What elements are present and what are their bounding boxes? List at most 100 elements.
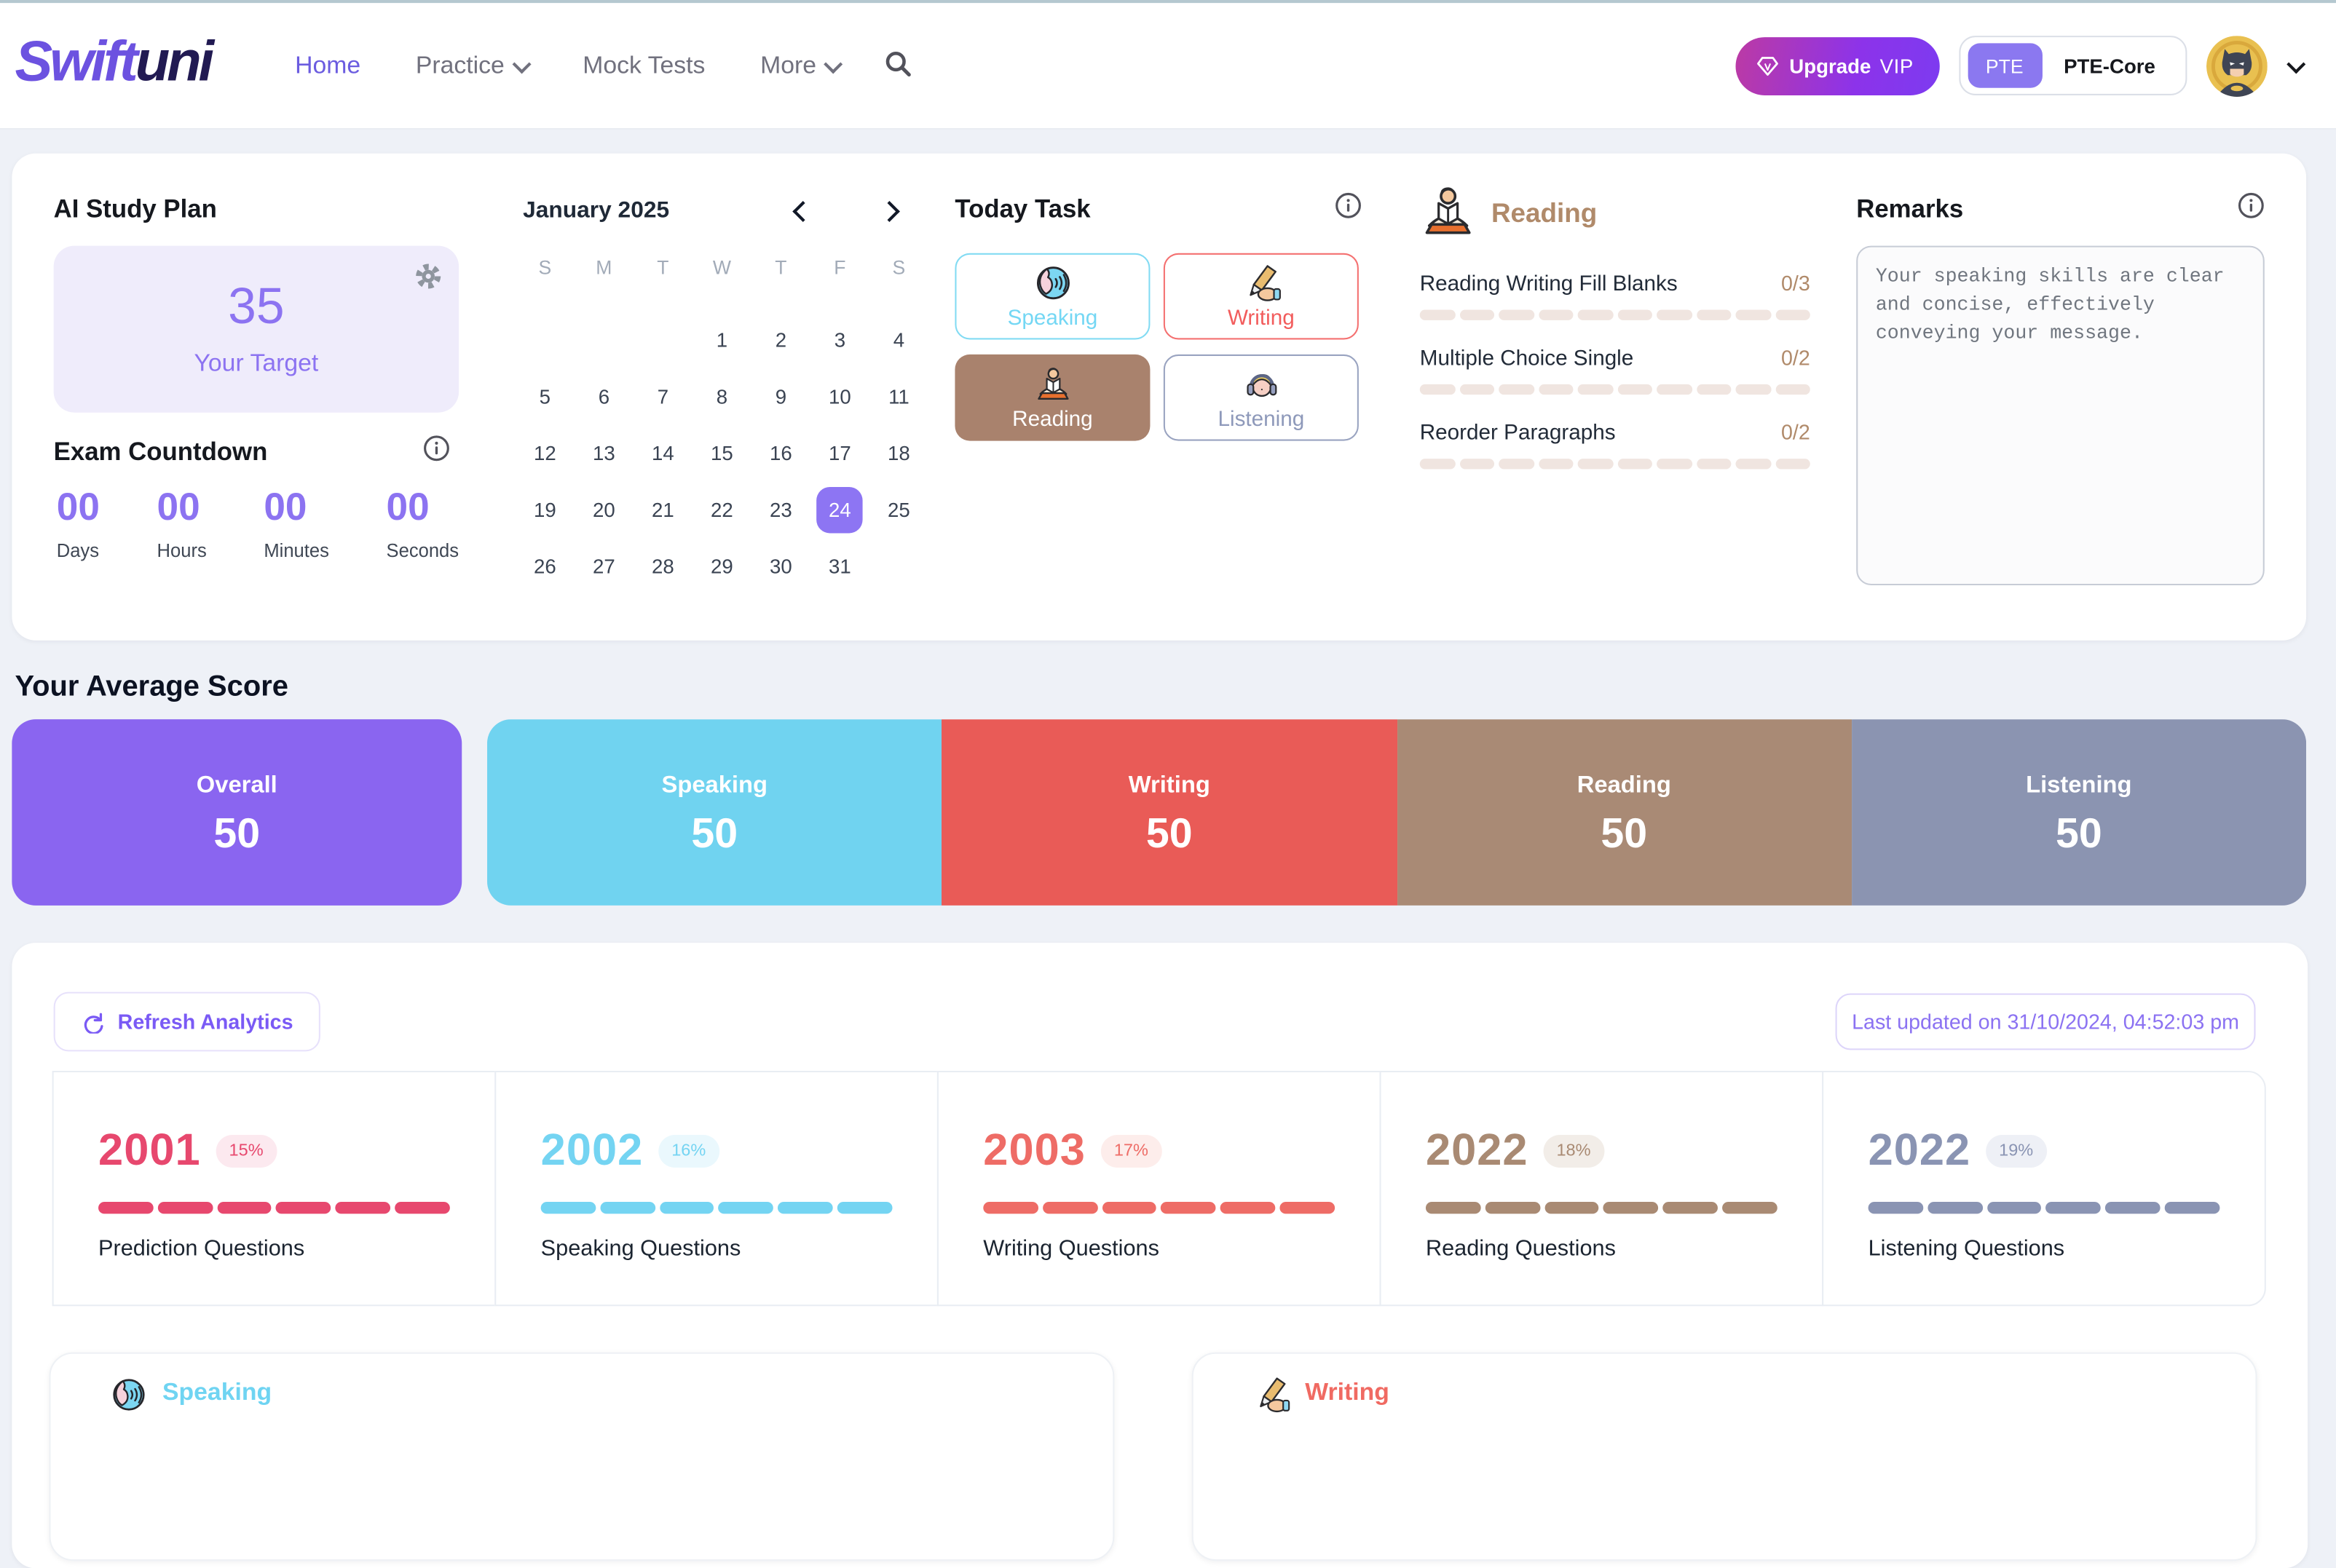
calendar-day[interactable]: 1 — [716, 328, 728, 351]
reading-task-label: Multiple Choice Single — [1419, 347, 1634, 371]
calendar-day[interactable]: 24 — [816, 486, 864, 533]
calendar-day[interactable]: 4 — [893, 328, 905, 351]
reading-task-item[interactable]: Multiple Choice Single 0/2 — [1419, 345, 1810, 395]
remarks-info-icon[interactable] — [2238, 192, 2265, 219]
stat-label: Reading Questions — [1425, 1236, 1616, 1262]
calendar-cell: 11 — [869, 368, 928, 424]
calendar-day[interactable]: 31 — [829, 555, 851, 577]
today-task-info-icon[interactable] — [1335, 192, 1362, 219]
search-icon[interactable] — [883, 50, 913, 79]
calendar-cell: 12 — [516, 424, 575, 481]
calendar-cell: 19 — [516, 481, 575, 538]
weekday-label: S — [538, 255, 552, 278]
score-label: Writing — [1128, 772, 1210, 799]
calendar-day[interactable]: 2 — [775, 328, 787, 351]
calendar-day[interactable]: 28 — [652, 555, 674, 577]
calendar-grid: 1 2 3 4 5 — [516, 312, 928, 595]
stat-card[interactable]: 2003 17% Writing Questions — [936, 1071, 1381, 1307]
brand-logo[interactable]: Swiftuni — [15, 31, 214, 94]
countdown-info-icon[interactable] — [423, 435, 450, 462]
reading-task-progress — [1419, 309, 1810, 320]
calendar-day[interactable]: 6 — [598, 384, 610, 408]
calendar-day[interactable]: 11 — [888, 384, 909, 408]
nav-item[interactable]: Practice — [416, 52, 531, 80]
calendar-day[interactable]: 5 — [539, 384, 551, 408]
stat-card[interactable]: 2022 19% Listening Questions — [1822, 1071, 2266, 1307]
exam-type-toggle: PTE PTE-Core — [1958, 36, 2187, 95]
calendar-day[interactable] — [640, 317, 686, 363]
main-nav: Home Practice Mock Tests More — [295, 3, 843, 128]
today-task-title: Today Task — [955, 195, 1091, 223]
calendar-day[interactable] — [876, 543, 922, 589]
stat-card[interactable]: 2001 15% Prediction Questions — [52, 1071, 497, 1307]
stat-card[interactable]: 2022 18% Reading Questions — [1379, 1071, 1824, 1307]
calendar-day[interactable]: 25 — [888, 498, 910, 521]
calendar-day[interactable]: 27 — [593, 555, 615, 577]
reading-task-item[interactable]: Reading Writing Fill Blanks 0/3 — [1419, 271, 1810, 320]
calendar-cell: 4 — [869, 312, 928, 368]
upgrade-vip-button[interactable]: Upgrade VIP — [1735, 36, 1939, 95]
calendar-day[interactable]: 22 — [711, 498, 733, 521]
chevron-down-icon — [824, 54, 843, 73]
calendar-day[interactable]: 19 — [534, 498, 556, 521]
task-card[interactable]: Listening — [1163, 354, 1359, 441]
exam-countdown-title: Exam Countdown — [53, 437, 268, 467]
countdown-label: Hours — [157, 540, 207, 562]
reading-task-item[interactable]: Reorder Paragraphs 0/2 — [1419, 420, 1810, 470]
avatar[interactable] — [2206, 35, 2267, 96]
reading-panel-title: Reading — [1491, 198, 1598, 229]
calendar-day[interactable]: 15 — [711, 441, 733, 464]
score-card-overall[interactable]: Overall 50 — [12, 719, 462, 906]
score-card[interactable]: Listening 50 — [1851, 719, 2307, 906]
calendar-day[interactable]: 17 — [829, 441, 851, 464]
nav-item[interactable]: Mock Tests — [583, 51, 706, 79]
calendar-cell: 21 — [634, 481, 692, 538]
calendar-day[interactable] — [522, 317, 568, 363]
task-card[interactable]: Speaking — [955, 253, 1151, 340]
calendar-day[interactable]: 29 — [711, 555, 733, 577]
calendar-day[interactable]: 16 — [770, 441, 792, 464]
calendar-day[interactable]: 23 — [770, 498, 792, 521]
stat-card[interactable]: 2002 16% Speaking Questions — [494, 1071, 939, 1307]
calendar-cell: 5 — [516, 368, 575, 424]
toggle-pte[interactable]: PTE — [1967, 43, 2042, 88]
stat-percent-badge: 15% — [216, 1134, 277, 1168]
refresh-analytics-button[interactable]: Refresh Analytics — [53, 991, 320, 1052]
countdown-value: 00 — [264, 483, 307, 529]
calendar-day[interactable]: 26 — [534, 555, 556, 577]
score-card[interactable]: Speaking 50 — [487, 719, 942, 906]
calendar-day[interactable]: 14 — [652, 441, 674, 464]
calendar-day[interactable]: 13 — [593, 441, 615, 464]
reading-task-count: 0/2 — [1780, 345, 1810, 370]
score-card[interactable]: Reading 50 — [1397, 719, 1852, 906]
calendar-day[interactable]: 21 — [652, 498, 674, 521]
calendar-cell: 2 — [751, 312, 810, 368]
calendar-prev-icon[interactable] — [792, 201, 814, 222]
calendar-day[interactable]: 20 — [593, 498, 615, 521]
task-label: Writing — [1227, 306, 1295, 330]
task-card[interactable]: Reading — [955, 354, 1151, 441]
calendar-cell: 27 — [575, 538, 634, 595]
countdown-value: 00 — [386, 483, 430, 529]
remarks-textarea[interactable]: Your speaking skills are clear and conci… — [1856, 245, 2265, 586]
account-chevron-down-icon[interactable] — [2286, 54, 2305, 73]
calendar-day[interactable]: 18 — [888, 441, 910, 464]
task-card[interactable]: Writing — [1163, 253, 1359, 340]
calendar-day[interactable]: 10 — [829, 384, 851, 408]
calendar-day[interactable] — [581, 317, 627, 363]
toggle-pte-core[interactable]: PTE-Core — [2064, 54, 2155, 77]
nav-item[interactable]: More — [760, 52, 843, 80]
calendar-day[interactable]: 30 — [770, 555, 792, 577]
calendar-day[interactable]: 9 — [775, 384, 787, 408]
score-card[interactable]: Writing 50 — [942, 719, 1397, 906]
calendar-day[interactable]: 7 — [657, 384, 669, 408]
calendar-next-icon[interactable] — [878, 201, 900, 222]
calendar-day[interactable]: 3 — [834, 328, 846, 351]
weekday-label: T — [775, 255, 787, 278]
today-task-grid: Speaking Writing — [955, 253, 1360, 441]
calendar-day[interactable]: 12 — [534, 441, 556, 464]
calendar-cell: 25 — [869, 481, 928, 538]
nav-item[interactable]: Home — [295, 51, 361, 79]
calendar-day[interactable]: 8 — [716, 384, 728, 408]
